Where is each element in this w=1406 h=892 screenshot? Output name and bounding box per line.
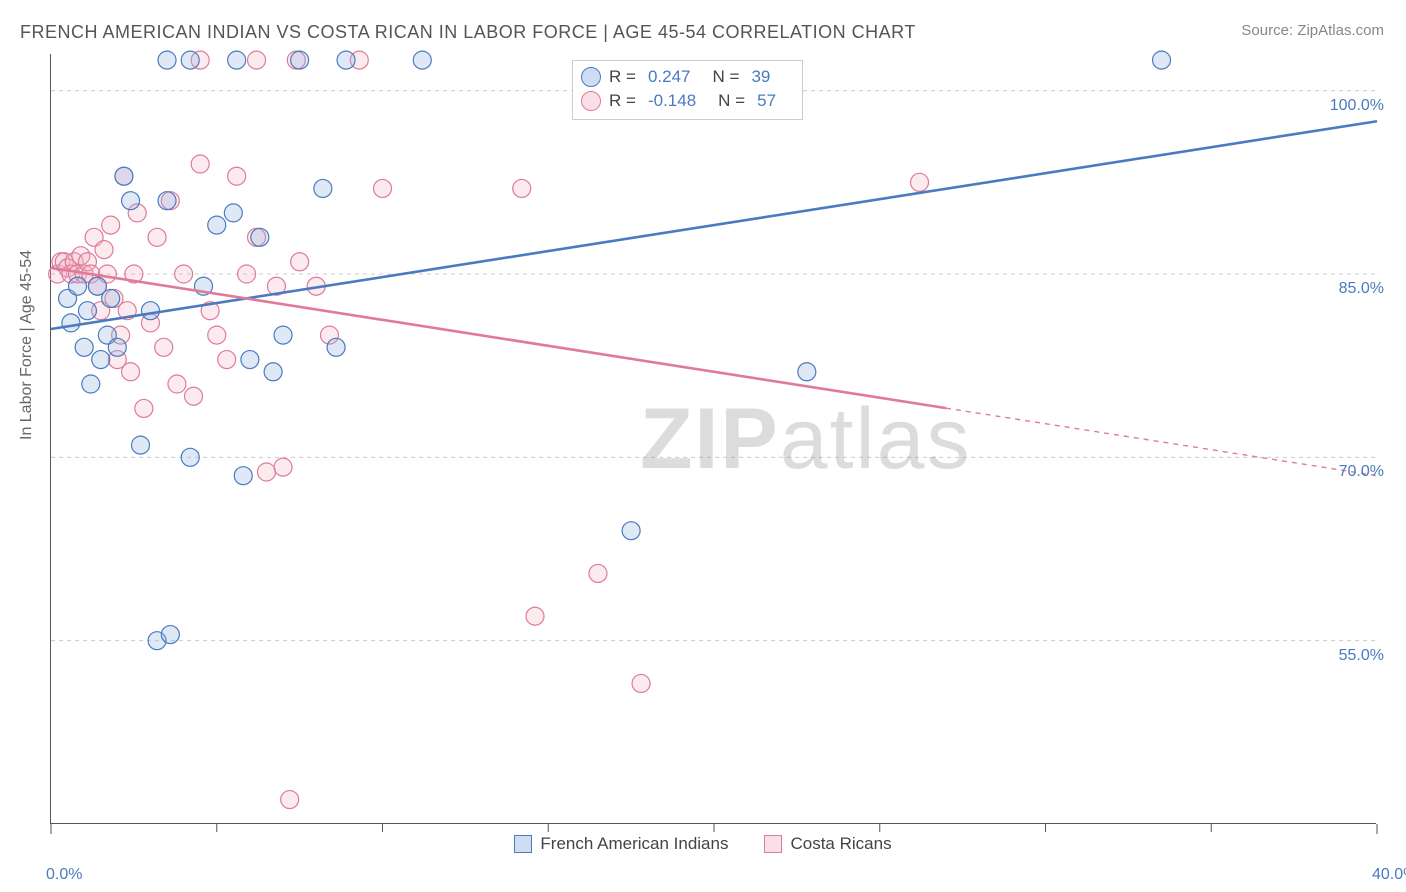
series2-swatch-icon (581, 91, 601, 111)
y-tick-label: 70.0% (1339, 463, 1384, 481)
source-name: ZipAtlas.com (1297, 22, 1384, 39)
correlation-legend: R = 0.247 N = 39 R = -0.148 N = 57 (572, 60, 803, 120)
series1-label: French American Indians (540, 834, 728, 854)
eq-sign: = (730, 67, 740, 86)
chart-title: FRENCH AMERICAN INDIAN VS COSTA RICAN IN… (20, 22, 916, 43)
series2-square-icon (764, 835, 782, 853)
y-axis-label: In Labor Force | Age 45-54 (18, 250, 36, 440)
source-attribution: Source: ZipAtlas.com (1241, 22, 1384, 39)
series2-r-value: -0.148 (648, 89, 696, 113)
y-tick-label: 100.0% (1330, 97, 1384, 115)
n-label: N (713, 67, 725, 86)
source-prefix: Source: (1241, 22, 1297, 39)
correlation-row-1: R = 0.247 N = 39 (581, 65, 790, 89)
legend-item-2: Costa Ricans (764, 834, 891, 854)
series2-label: Costa Ricans (790, 834, 891, 854)
n-label: N (718, 91, 730, 110)
y-tick-label: 55.0% (1339, 647, 1384, 665)
eq-sign: = (626, 67, 636, 86)
r-label: R (609, 67, 621, 86)
series1-square-icon (514, 835, 532, 853)
plot-area (50, 54, 1376, 824)
correlation-row-2: R = -0.148 N = 57 (581, 89, 790, 113)
chart-container: FRENCH AMERICAN INDIAN VS COSTA RICAN IN… (0, 0, 1406, 892)
x-tick-label: 40.0% (1372, 866, 1406, 884)
y-tick-label: 85.0% (1339, 280, 1384, 298)
eq-sign: = (626, 91, 636, 110)
x-tick-label: 0.0% (46, 866, 82, 884)
legend-item-1: French American Indians (514, 834, 728, 854)
series1-n-value: 39 (751, 65, 770, 89)
series2-n-value: 57 (757, 89, 776, 113)
plot-svg (51, 54, 1377, 824)
eq-sign: = (735, 91, 745, 110)
series-legend: French American Indians Costa Ricans (0, 834, 1406, 854)
r-label: R (609, 91, 621, 110)
series1-r-value: 0.247 (648, 65, 691, 89)
series1-swatch-icon (581, 67, 601, 87)
